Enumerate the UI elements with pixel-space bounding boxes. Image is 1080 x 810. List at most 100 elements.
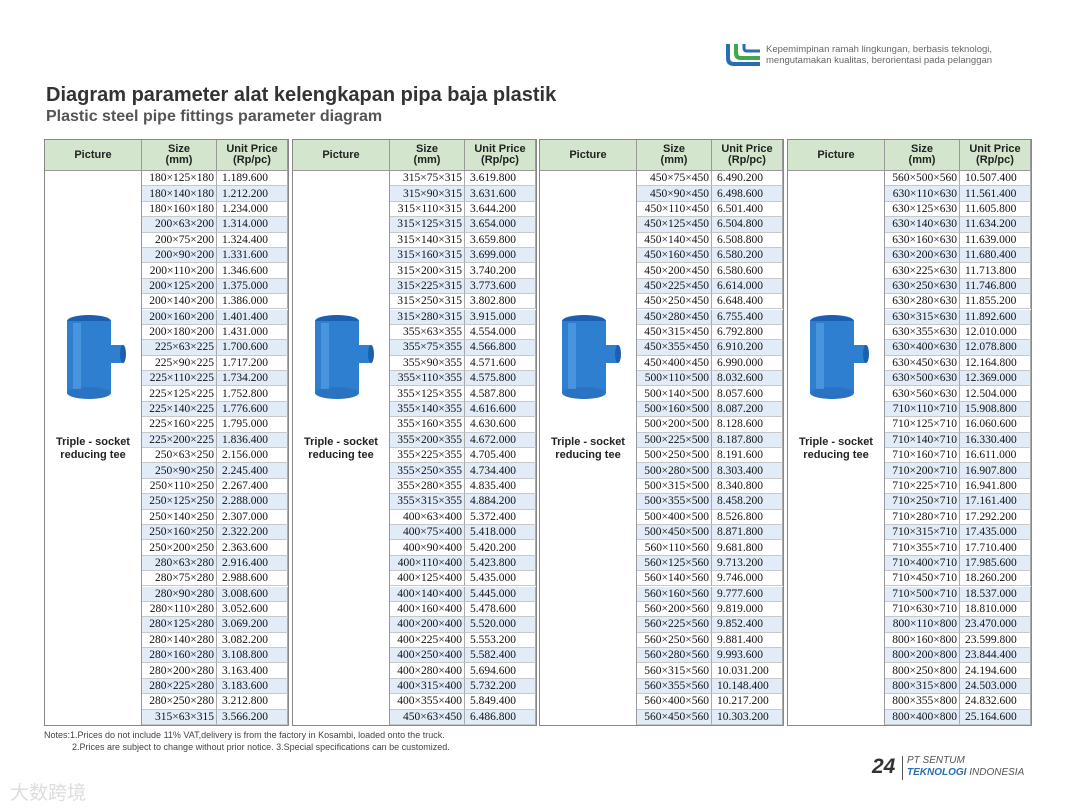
size-cell: 280×63×280 bbox=[142, 555, 217, 572]
picture-cell: Triple - socket reducing tee bbox=[45, 171, 142, 725]
price-cell: 4.571.600 bbox=[465, 355, 536, 372]
size-cell: 710×280×710 bbox=[885, 509, 960, 525]
size-cell: 630×315×630 bbox=[885, 309, 960, 325]
size-cell: 710×140×710 bbox=[885, 432, 960, 448]
price-cell: 18.810.000 bbox=[960, 601, 1031, 618]
price-cell: 1.795.000 bbox=[217, 417, 288, 433]
size-cell: 630×225×630 bbox=[885, 263, 960, 279]
size-cell: 500×200×500 bbox=[637, 417, 712, 433]
price-cell: 2.267.400 bbox=[217, 478, 288, 495]
size-cell: 400×110×400 bbox=[390, 555, 465, 572]
size-cell: 800×250×800 bbox=[885, 663, 960, 679]
divider bbox=[902, 756, 903, 780]
tagline: Kepemimpinan ramah lingkungan, berbasis … bbox=[766, 44, 992, 66]
size-cell: 450×90×450 bbox=[637, 186, 712, 202]
tee-image bbox=[59, 311, 129, 406]
price-cell: 1.212.200 bbox=[217, 186, 288, 202]
size-cell: 500×315×500 bbox=[637, 478, 712, 495]
price-cell: 9.713.200 bbox=[712, 555, 783, 572]
price-cell: 9.777.600 bbox=[712, 586, 783, 602]
table: Picture Size (mm) Unit Price (Rp/pc) Triple… bbox=[44, 139, 289, 726]
price-cell: 3.008.600 bbox=[217, 586, 288, 602]
size-cell: 355×140×355 bbox=[390, 401, 465, 418]
price-cell: 3.108.800 bbox=[217, 648, 288, 664]
size-cell: 200×63×200 bbox=[142, 217, 217, 233]
price-cell: 5.478.600 bbox=[465, 601, 536, 618]
price-cell: 4.884.200 bbox=[465, 494, 536, 510]
price-cell: 11.634.200 bbox=[960, 217, 1031, 233]
price-cell: 6.501.400 bbox=[712, 201, 783, 218]
price-cell: 8.087.200 bbox=[712, 401, 783, 418]
column-header: Unit Price (Rp/pc) bbox=[217, 140, 288, 171]
company-line: PT SENTUM bbox=[907, 755, 965, 766]
price-cell: 3.619.800 bbox=[465, 171, 536, 187]
size-cell: 400×125×400 bbox=[390, 571, 465, 587]
column-header: Size (mm) bbox=[885, 140, 960, 171]
price-cell: 24.503.000 bbox=[960, 678, 1031, 695]
price-cell: 6.508.800 bbox=[712, 232, 783, 248]
price-cell: 8.187.800 bbox=[712, 432, 783, 448]
column-header: Unit Price (Rp/pc) bbox=[465, 140, 536, 171]
column-header: Picture bbox=[293, 140, 390, 171]
price-cell: 1.234.000 bbox=[217, 201, 288, 218]
price-cell: 4.705.400 bbox=[465, 448, 536, 464]
size-cell: 710×355×710 bbox=[885, 540, 960, 556]
size-cell: 355×250×355 bbox=[390, 463, 465, 479]
size-cell: 450×110×450 bbox=[637, 201, 712, 218]
size-cell: 250×140×250 bbox=[142, 509, 217, 525]
price-cell: 1.386.000 bbox=[217, 294, 288, 310]
table: Picture Size (mm) Unit Price (Rp/pc) Triple… bbox=[292, 139, 537, 726]
size-cell: 630×560×630 bbox=[885, 386, 960, 402]
price-cell: 4.554.000 bbox=[465, 324, 536, 341]
size-cell: 400×225×400 bbox=[390, 632, 465, 649]
price-cell: 8.871.800 bbox=[712, 524, 783, 541]
size-cell: 800×355×800 bbox=[885, 694, 960, 710]
size-cell: 250×63×250 bbox=[142, 448, 217, 464]
size-cell: 630×140×630 bbox=[885, 217, 960, 233]
price-cell: 1.314.000 bbox=[217, 217, 288, 233]
size-cell: 355×90×355 bbox=[390, 355, 465, 372]
price-cell: 10.031.200 bbox=[712, 663, 783, 679]
price-cell: 3.082.200 bbox=[217, 632, 288, 649]
size-cell: 250×90×250 bbox=[142, 463, 217, 479]
size-cell: 180×160×180 bbox=[142, 201, 217, 218]
size-cell: 560×400×560 bbox=[637, 694, 712, 710]
size-cell: 400×90×400 bbox=[390, 540, 465, 556]
size-cell: 315×140×315 bbox=[390, 232, 465, 248]
price-cell: 3.212.800 bbox=[217, 694, 288, 710]
size-cell: 225×90×225 bbox=[142, 355, 217, 372]
price-cell: 15.908.800 bbox=[960, 401, 1031, 418]
size-cell: 200×125×200 bbox=[142, 278, 217, 295]
size-cell: 200×75×200 bbox=[142, 232, 217, 248]
size-cell: 400×280×400 bbox=[390, 663, 465, 679]
watermark: 大数跨境 bbox=[10, 782, 87, 804]
price-cell: 1.836.400 bbox=[217, 432, 288, 448]
price-cell: 11.855.200 bbox=[960, 294, 1031, 310]
size-cell: 400×355×400 bbox=[390, 694, 465, 710]
size-cell: 450×355×450 bbox=[637, 340, 712, 356]
price-cell: 1.752.800 bbox=[217, 386, 288, 402]
price-cell: 5.582.400 bbox=[465, 648, 536, 664]
price-cell: 16.611.000 bbox=[960, 448, 1031, 464]
picture-cell: Triple - socket reducing tee bbox=[540, 171, 637, 725]
size-cell: 710×500×710 bbox=[885, 586, 960, 602]
tee-image bbox=[802, 311, 872, 406]
price-cell: 2.988.600 bbox=[217, 571, 288, 587]
size-cell: 710×315×710 bbox=[885, 524, 960, 541]
price-cell: 1.717.200 bbox=[217, 355, 288, 372]
price-cell: 5.423.800 bbox=[465, 555, 536, 572]
price-cell: 5.553.200 bbox=[465, 632, 536, 649]
size-cell: 500×450×500 bbox=[637, 524, 712, 541]
size-cell: 400×75×400 bbox=[390, 524, 465, 541]
price-cell: 2.307.000 bbox=[217, 509, 288, 525]
size-cell: 560×225×560 bbox=[637, 617, 712, 633]
size-cell: 630×355×630 bbox=[885, 324, 960, 341]
size-cell: 250×160×250 bbox=[142, 524, 217, 541]
size-cell: 500×160×500 bbox=[637, 401, 712, 418]
subtitle: Plastic steel pipe fittings parameter di… bbox=[46, 108, 383, 125]
price-cell: 9.881.400 bbox=[712, 632, 783, 649]
tagline-line: Kepemimpinan ramah lingkungan, berbasis … bbox=[766, 44, 993, 55]
note: 2.Prices are subject to change without p… bbox=[72, 742, 450, 752]
size-cell: 560×315×560 bbox=[637, 663, 712, 679]
size-cell: 180×125×180 bbox=[142, 171, 217, 187]
